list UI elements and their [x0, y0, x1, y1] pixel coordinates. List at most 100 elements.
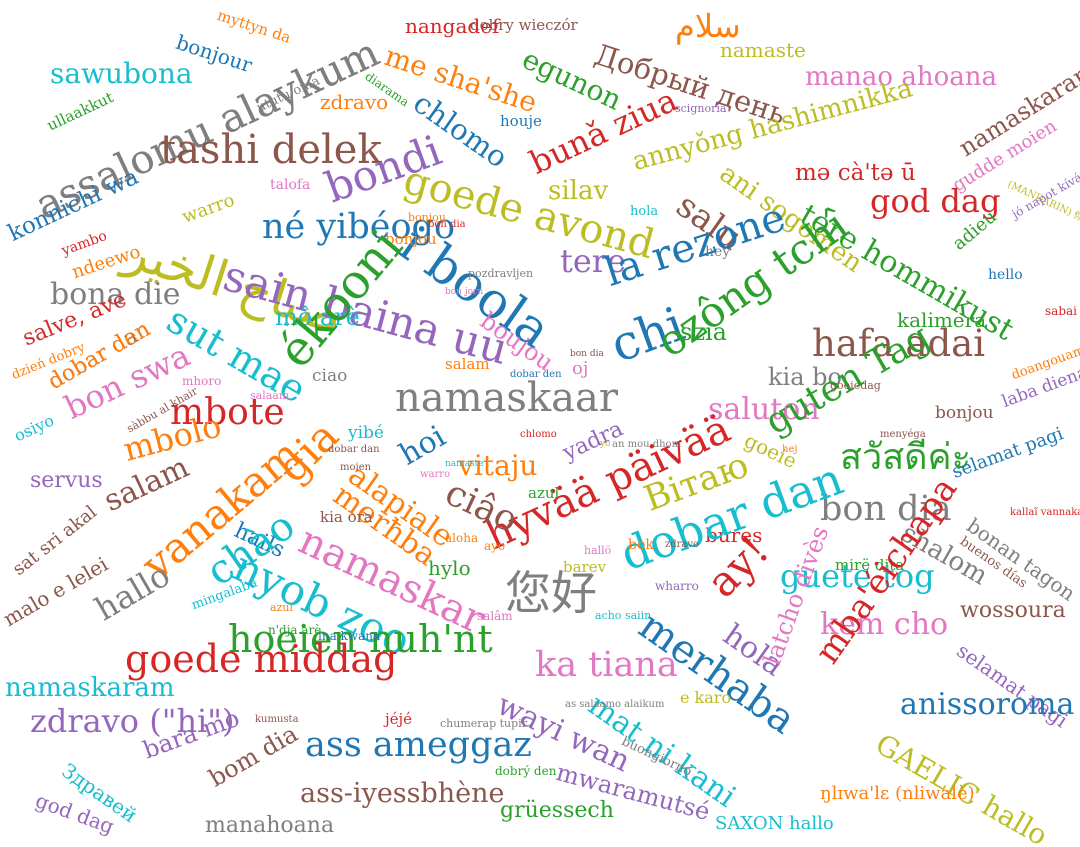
word-greeting: wharro: [655, 579, 699, 593]
word-greeting: zdravo: [320, 90, 389, 114]
word-greeting: bon jorn: [445, 287, 484, 297]
word-greeting: yo: [600, 439, 611, 449]
word-greeting: bonjou: [385, 230, 437, 248]
word-greeting: ka tiana: [535, 645, 678, 685]
word-greeting: ullaakkut: [44, 88, 117, 135]
word-greeting: سلام: [675, 7, 741, 45]
word-greeting: dobrý den: [495, 764, 557, 778]
word-greeting: kem cho: [820, 607, 949, 642]
word-greeting: ass ameggaz: [305, 725, 532, 765]
word-greeting: vitaju: [458, 449, 538, 482]
word-greeting: kallaĩ vannakam: [1010, 507, 1080, 518]
word-greeting: osiyo: [11, 410, 57, 446]
word-greeting: pozdravljen: [468, 267, 534, 280]
word-greeting: mô arè: [275, 303, 360, 331]
word-greeting: god dag: [870, 182, 1001, 220]
word-greeting: salam: [445, 355, 490, 373]
word-greeting: dobry wieczór: [470, 16, 578, 34]
word-greeting: manao ahoana: [805, 62, 997, 92]
word-greeting: hoi: [393, 418, 452, 473]
word-greeting: bonjou: [935, 403, 994, 423]
word-greeting: grüessech: [500, 798, 614, 823]
word-greeting: scignoria: [675, 102, 727, 115]
word-greeting: kia ora: [320, 508, 373, 526]
word-greeting: barev: [563, 558, 607, 576]
word-greeting: chlomo: [520, 429, 557, 440]
word-greeting: an mou dhom: [612, 439, 682, 450]
word-greeting: mә cà'tә ū: [795, 160, 916, 186]
word-greeting: kalimera: [897, 308, 987, 332]
word-greeting: namaskaram: [5, 673, 175, 703]
word-greeting: aloha: [445, 531, 479, 545]
word-greeting: sabai di: [1045, 304, 1080, 318]
word-greeting: tere: [560, 242, 627, 280]
word-greeting: hallö: [584, 544, 612, 557]
word-greeting: zdravo: [665, 539, 700, 550]
word-greeting: yibé: [348, 423, 384, 443]
word-greeting: manahoana: [205, 813, 335, 838]
word-greeting: kumusta: [255, 714, 299, 725]
word-greeting: hoeien nuh'nt: [228, 617, 493, 661]
word-greeting: bures: [705, 523, 763, 547]
word-greeting: hylo: [428, 556, 471, 580]
word-greeting: mbote: [170, 392, 285, 433]
word-greeting: ass-iyessbhène: [300, 778, 505, 809]
word-greeting: azul: [270, 601, 293, 614]
word-greeting: ayo: [484, 539, 506, 553]
word-greeting: oj: [572, 358, 589, 379]
word-greeting: ciao: [312, 366, 348, 386]
word-greeting: zdravo ("hi"): [30, 702, 235, 740]
word-greeting: hey: [705, 244, 731, 260]
word-greeting: bon dia: [570, 349, 604, 359]
word-greeting: guete tog: [780, 557, 935, 595]
word-greeting: kia bo: [768, 363, 842, 391]
word-greeting: moien: [340, 462, 372, 473]
word-greeting: goede middag: [125, 637, 398, 681]
word-greeting: chumerap tupir: [440, 717, 527, 730]
word-greeting: namaskaar: [395, 375, 618, 421]
word-greeting: sawubona: [50, 57, 193, 90]
word-greeting: mhoro: [182, 374, 222, 388]
word-greeting: namaste: [445, 459, 484, 469]
word-greeting: menyéga: [880, 429, 926, 440]
word-greeting: สวัสดีค่ะ: [840, 437, 971, 478]
word-greeting: ŋlɪwa'lɛ (nliwalè): [820, 783, 975, 804]
word-greeting: bok: [628, 537, 654, 553]
word-greeting: dobar dan: [328, 444, 380, 455]
word-greeting: bonjou: [408, 211, 446, 224]
word-greeting: ina kwana: [318, 629, 381, 643]
word-greeting: né yibéogo: [262, 207, 456, 247]
word-greeting: warro: [179, 189, 238, 228]
word-greeting: tashi delek: [160, 127, 382, 173]
word-greeting: hola: [630, 204, 659, 219]
word-greeting: acho saiin: [595, 609, 652, 622]
word-greeting: hej: [782, 444, 798, 455]
word-greeting: jéjé: [385, 710, 413, 728]
word-greeting: servus: [30, 468, 103, 493]
word-greeting: hello: [988, 267, 1023, 283]
word-greeting: hafa adai: [812, 322, 986, 365]
word-greeting: e karo: [680, 688, 732, 707]
word-greeting: bon dia: [428, 219, 466, 230]
word-greeting: dobar den: [510, 369, 562, 380]
word-greeting: bona die: [50, 277, 181, 312]
word-greeting: myttyn da: [215, 6, 294, 47]
word-greeting: n'dja arè: [268, 623, 322, 637]
word-greeting: warro: [420, 469, 451, 480]
word-greeting: wossoura: [960, 598, 1066, 623]
word-greeting: salâm: [477, 609, 513, 623]
word-greeting: salaam: [250, 389, 290, 402]
word-greeting: silav: [548, 176, 609, 206]
word-greeting: szia: [680, 318, 727, 346]
word-greeting: azul: [528, 484, 560, 502]
word-greeting: anissoroma: [900, 687, 1075, 722]
word-greeting: bon dia: [820, 489, 952, 529]
word-greeting: nangadef: [405, 14, 500, 38]
word-greeting: houje: [500, 112, 542, 130]
word-greeting: saluton: [708, 392, 820, 427]
word-greeting: mirë dita: [835, 556, 905, 574]
word-greeting: namaste: [720, 38, 806, 62]
word-greeting: SAXON hallo: [715, 813, 834, 834]
word-greeting: talofa: [270, 177, 311, 193]
